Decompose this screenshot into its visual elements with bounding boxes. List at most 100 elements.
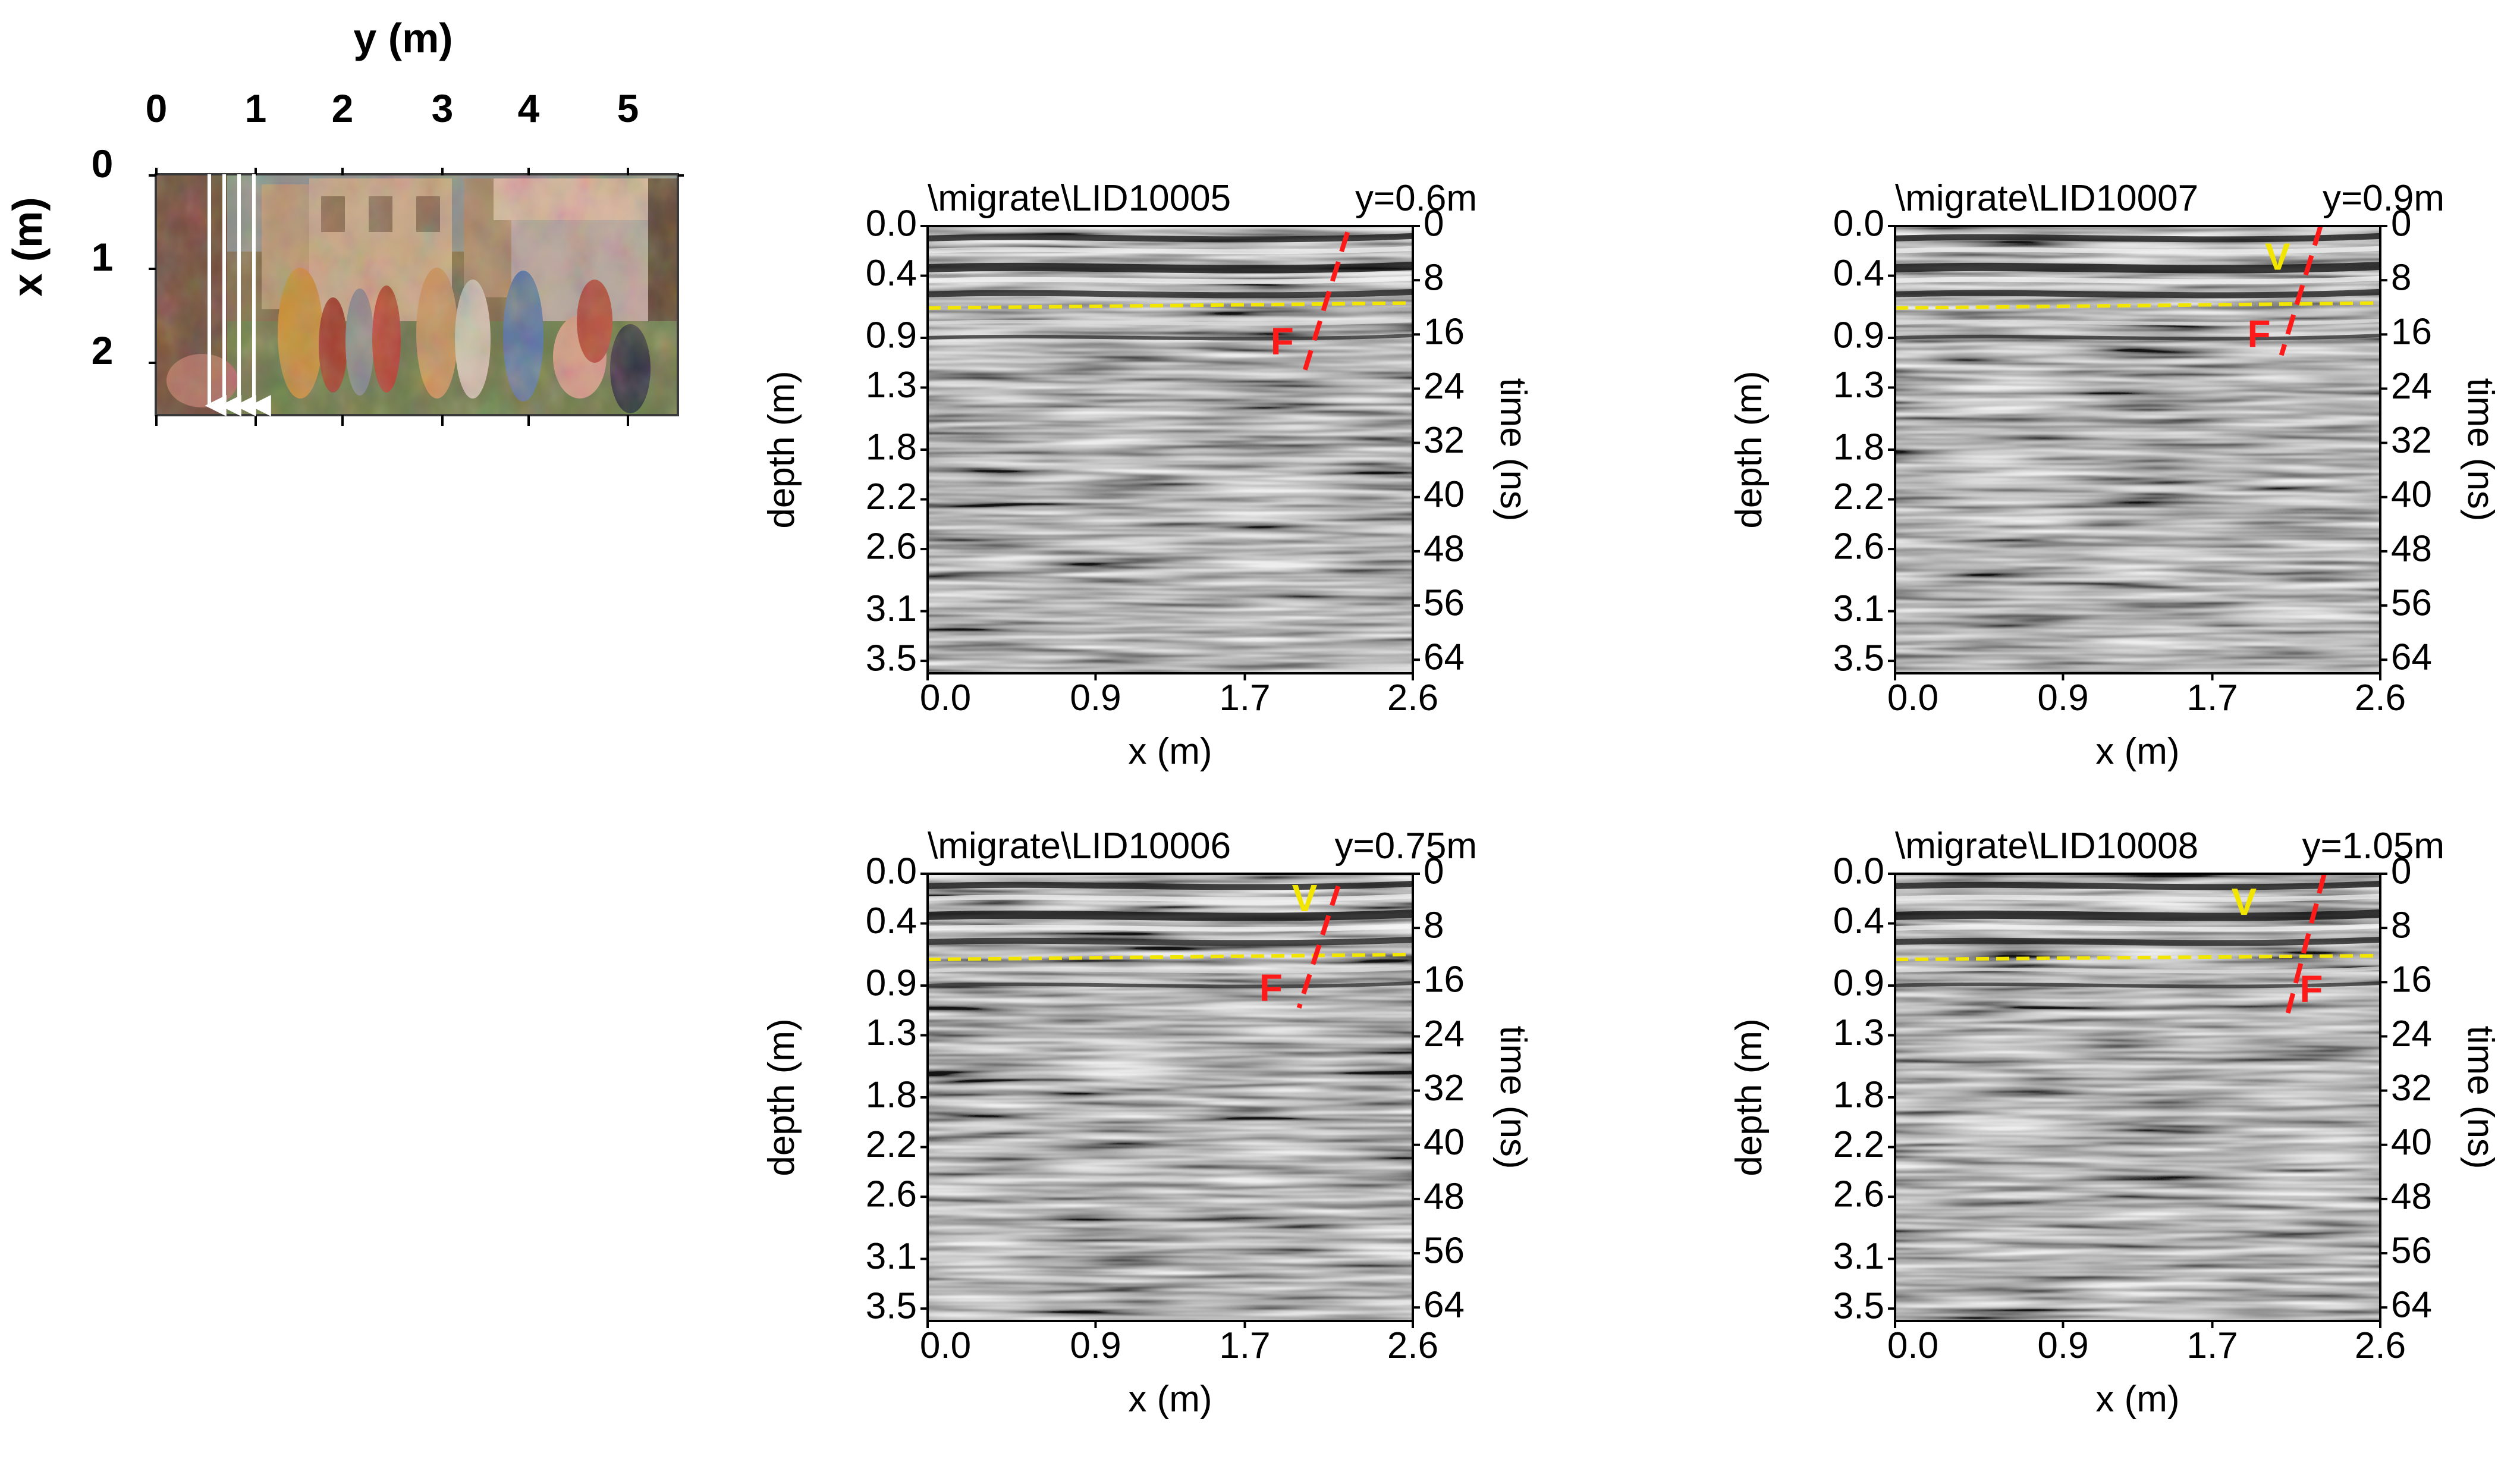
map-tick-marks [149,168,684,426]
depth-tick-label: 0.4 [1833,900,1884,942]
depth-tick-label: 0.4 [1833,253,1884,294]
depth-tick-label: 0.0 [866,851,917,892]
fault-line [2279,225,2323,356]
reflector-band [1894,981,2381,989]
reflector-band [1894,923,2381,932]
reflector-band [927,233,1413,243]
map-y-axis-title: y (m) [353,15,453,61]
time-tick-label: 64 [1424,637,1465,678]
radargram-panel: F \migrate\LID10005 y=0.6m 0.0 0.4 0.9 1.3 1.8 2… [761,178,1534,772]
reflector-band [1894,246,2381,255]
depth-tick-label: 2.6 [866,526,917,567]
time-tick-label: 40 [1424,474,1465,515]
depth-tick-label: 2.2 [1833,1124,1884,1165]
depth-tick-label: 3.1 [1833,1236,1884,1277]
depth-tick-label: 0.0 [1833,203,1884,244]
horizon-line [927,952,1413,962]
panel-y-position: y=0.6m [1355,178,1477,219]
x-tick-label: 0.9 [1070,1325,1121,1366]
time-axis-title: time (ns) [1492,378,1534,521]
time-tick-label: 32 [2391,420,2432,461]
reflector-band [927,909,1413,921]
reflector-band [927,288,1413,299]
radargram-panel: V F \migrate\LID10008 y=1.05m 0.0 0.4 0.9 1.3 1.… [1729,826,2501,1420]
map-y-tick: 0 [146,86,168,130]
time-axis-title: time (ns) [1492,1025,1534,1169]
depth-tick-label: 3.1 [866,1236,917,1277]
x-tick-label: 0.0 [920,677,971,718]
reflector-band [927,923,1413,932]
map-x-tick: 0 [92,142,114,186]
map-x-axis-title: x (m) [4,197,51,296]
void-annotation-label: V [2265,235,2290,278]
radargram-panel: VF \migrate\LID10007 y=0.9m 0.0 0.4 0.9 1.3 1.8… [1729,178,2501,772]
x-tick-label: 1.7 [2186,677,2238,718]
depth-tick-label: 0.9 [1833,962,1884,1003]
map-y-ticks: 0 1 2 3 4 5 [146,86,639,130]
reflector-band [1894,318,2381,326]
radargram-texture [928,226,1413,673]
fault-annotation-label: F [2299,967,2323,1010]
reflector-band [927,893,1413,902]
time-tick-label: 24 [2391,366,2432,407]
depth-tick-label: 3.5 [1833,1285,1884,1326]
depth-tick-label: 1.3 [1833,365,1884,406]
time-tick-label: 40 [2391,1122,2432,1163]
depth-tick-label: 1.8 [1833,426,1884,467]
time-tick-label: 8 [2391,258,2411,299]
depth-axis-title: depth (m) [1729,371,1770,528]
time-tick-label: 40 [1424,1122,1465,1163]
reflector-band [927,981,1413,989]
x-tick-label: 0.9 [2037,677,2088,718]
reflector-band [1894,288,2381,299]
depth-axis-title: depth (m) [761,371,802,528]
reflector-band [927,262,1413,274]
reflector-band [927,880,1413,890]
depth-tick-label: 0.9 [866,315,917,356]
time-tick-label: 32 [1424,420,1465,461]
map-y-tick: 3 [432,86,454,130]
time-tick-label: 0 [1424,851,1444,892]
panel-y-position: y=0.9m [2323,178,2444,219]
x-tick-label: 0.0 [1887,1325,1938,1366]
depth-axis-title: depth (m) [1729,1018,1770,1176]
depth-axis-title: depth (m) [761,1018,802,1176]
void-annotation-label: V [1292,877,1318,920]
time-tick-label: 24 [1424,366,1465,407]
depth-tick-label: 1.8 [1833,1074,1884,1115]
profile-arrows [205,174,271,416]
depth-tick-label: 0.9 [866,962,917,1003]
reflector-band [1894,262,2381,274]
time-tick-label: 8 [2391,905,2411,946]
depth-tick-label: 2.2 [1833,476,1884,517]
depth-tick-label: 3.1 [866,588,917,629]
reflector-band [1894,880,2381,890]
time-tick-label: 16 [2391,312,2432,353]
reflector-band [1894,936,2381,946]
fault-annotation-label: F [2247,312,2270,355]
reflector-band [927,936,1413,946]
time-tick-label: 48 [2391,528,2432,569]
time-tick-label: 48 [2391,1176,2432,1217]
x-tick-label: 0.9 [2037,1325,2088,1366]
x-tick-label: 1.7 [2186,1325,2238,1366]
reflector-band [927,334,1413,341]
panel-y-position: y=0.75m [1334,826,1477,867]
depth-tick-label: 2.6 [1833,526,1884,567]
radargram-texture [1895,874,2380,1321]
time-tick-label: 56 [2391,582,2432,623]
time-tick-label: 48 [1424,528,1465,569]
shallow-reflector-bands [1894,233,2381,341]
x-tick-label: 2.6 [1387,677,1438,718]
reflector-band [1894,909,2381,921]
depth-tick-label: 0.4 [866,253,917,294]
time-tick-label: 16 [1424,959,1465,1000]
time-tick-label: 56 [1424,582,1465,623]
time-tick-label: 24 [2391,1014,2432,1055]
reflector-band [927,246,1413,255]
panel-y-position: y=1.05m [2302,826,2444,867]
panel-title: \migrate\LID10008 [1895,826,2198,867]
depth-tick-label: 2.2 [866,476,917,517]
depth-tick-label: 0.0 [866,203,917,244]
